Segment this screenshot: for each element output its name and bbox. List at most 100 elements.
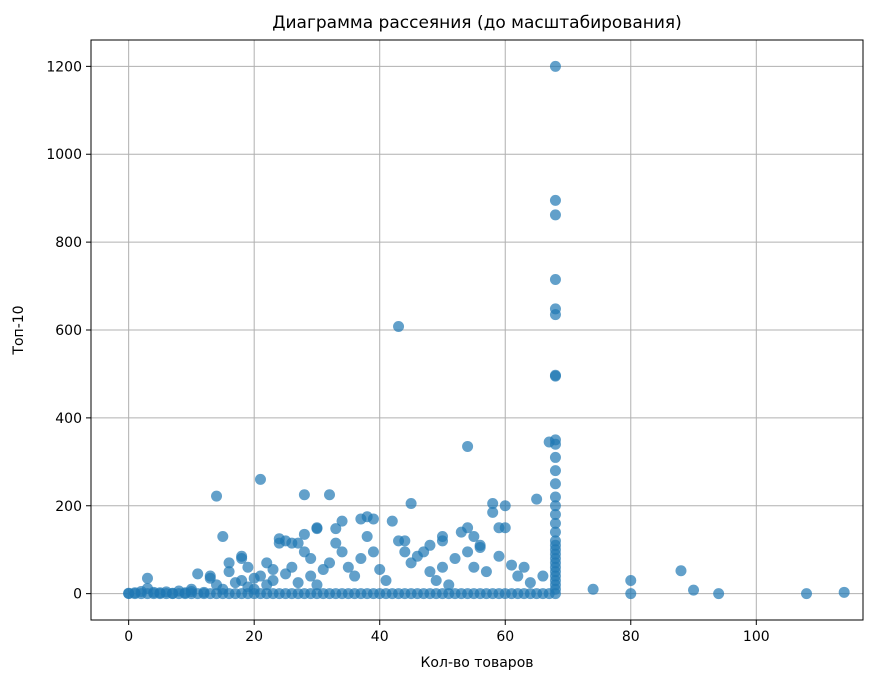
scatter-point [242,561,254,573]
scatter-point [267,574,279,586]
scatter-point [298,528,310,540]
scatter-point [675,565,687,577]
scatter-point [254,473,266,485]
y-tick-label: 1000 [46,147,82,163]
x-tick-label: 0 [124,629,133,645]
scatter-point [487,498,499,510]
scatter-point [537,570,549,582]
scatter-point [549,509,561,521]
scatter-point [380,574,392,586]
scatter-point [549,517,561,529]
scatter-point [430,574,442,586]
scatter-point [549,194,561,206]
scatter-point [336,546,348,558]
scatter-point [462,522,474,534]
scatter-point [286,561,298,573]
scatter-point [204,570,216,582]
chart-title: Диаграмма рассеяния (до масштабирования) [272,13,682,33]
scatter-point [549,491,561,503]
x-tick-label: 80 [622,629,640,645]
scatter-point [493,550,505,562]
scatter-point [217,531,229,543]
x-tick-label: 60 [496,629,514,645]
scatter-point [468,531,480,543]
scatter-point [462,440,474,452]
x-axis-label: Кол-во товаров [420,655,533,671]
y-tick-label: 400 [55,411,82,427]
scatter-point [267,563,279,575]
scatter-point [393,320,405,332]
scatter-point [374,563,386,575]
scatter-point [480,566,492,578]
scatter-point [311,523,323,535]
scatter-point [254,570,266,582]
scatter-point [512,570,524,582]
scatter-point [336,515,348,527]
x-tick-label: 100 [743,629,770,645]
scatter-point [367,546,379,558]
scatter-point [298,489,310,501]
scatter-point [141,572,153,584]
scatter-point [801,588,813,600]
scatter-point [292,577,304,589]
scatter-point [549,303,561,315]
scatter-point [405,498,417,510]
scatter-point [305,570,317,582]
scatter-point [462,546,474,558]
scatter-point [449,552,461,564]
grid [91,40,863,620]
scatter-point [342,561,354,573]
scatter-point [361,531,373,543]
scatter-point [399,535,411,547]
scatter-point [292,537,304,549]
x-tick-label: 20 [245,629,263,645]
scatter-point [549,451,561,463]
scatter-point [223,557,235,569]
scatter-point [330,523,342,535]
scatter-point [399,546,411,558]
scatter-point [236,552,248,564]
scatter-point [211,490,223,502]
scatter-point [549,465,561,477]
y-axis-label: Топ-10 [11,305,27,355]
scatter-point [487,506,499,518]
y-tick-label: 800 [55,235,82,251]
scatter-point [518,561,530,573]
scatter-point [499,522,511,534]
scatter-point [625,588,637,600]
scatter-point [436,561,448,573]
scatter-point [474,542,486,553]
scatter-point [324,557,336,569]
scatter-point [549,60,561,72]
scatter-point [531,493,543,505]
y-tick-label: 0 [73,587,82,603]
scatter-point [349,570,361,582]
scatter-point [549,273,561,285]
scatter-point [424,566,436,578]
scatter-point [330,537,342,549]
scatter-point [192,568,204,580]
data-points [123,60,850,600]
scatter-point [468,561,480,573]
scatter-point [549,209,561,221]
scatter-point [386,515,398,527]
x-tick-label: 40 [371,629,389,645]
scatter-point [549,535,561,547]
y-tick-label: 200 [55,499,82,515]
scatter-point [713,588,725,600]
scatter-point [355,552,367,564]
y-tick-label: 600 [55,323,82,339]
scatter-point [524,577,536,589]
scatter-point [549,434,561,446]
scatter-point [549,526,561,538]
scatter-point [587,583,599,595]
scatter-point [506,559,518,571]
scatter-point [549,500,561,512]
scatter-point [838,586,850,598]
scatter-point [549,369,561,381]
scatter-point [367,513,379,525]
scatter-point [625,574,637,586]
